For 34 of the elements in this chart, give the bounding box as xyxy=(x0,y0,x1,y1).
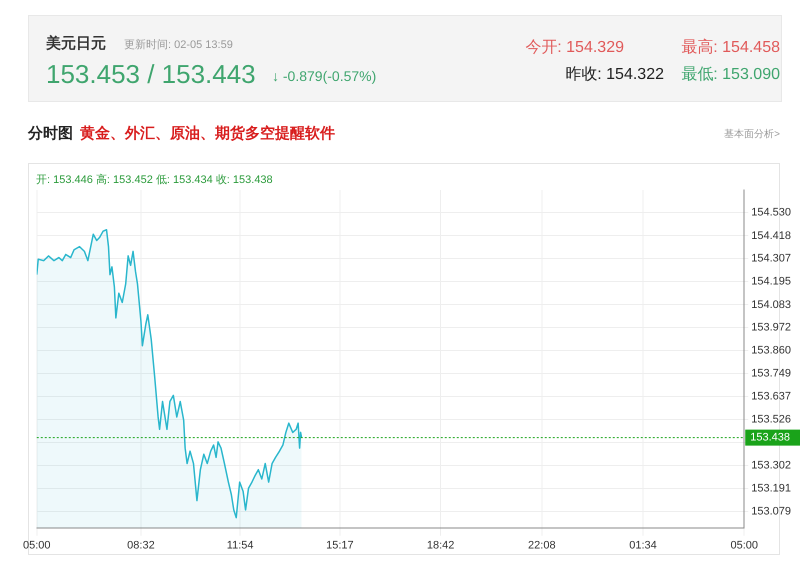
text: 分时图 xyxy=(28,124,73,143)
chart-subtitle: 更新时间: 02-05 13:59 xyxy=(124,38,233,52)
y-tick-label: 153.749 xyxy=(751,368,792,380)
y-tick-label: 153.860 xyxy=(751,344,792,357)
text: 153.453 / 153.443 xyxy=(46,59,256,90)
y-tick-label: 154.418 xyxy=(751,230,792,242)
text: ↓ -0.879(-0.57%) xyxy=(272,68,376,84)
text: 开: 153.446 高: 153.452 低: 153.434 收: 153.438 xyxy=(36,172,273,187)
y-tick-label: 153.526 xyxy=(751,413,792,426)
y-tick-label: 154.530 xyxy=(751,206,792,219)
y-tick-label: 153.302 xyxy=(751,460,792,472)
x-tick-label: 05:00 xyxy=(730,539,758,552)
x-tick-label: 22:08 xyxy=(528,539,556,552)
text: 今开: 154.329 xyxy=(525,38,624,58)
chart-title: 美元日元 xyxy=(46,34,106,53)
text: 黄金、外汇、原油、期货多空提醒软件 xyxy=(80,124,335,143)
ref-line-label: 153.438 xyxy=(750,432,790,444)
y-tick-label: 153.637 xyxy=(751,390,792,403)
y-tick-label: 153.191 xyxy=(751,482,792,494)
x-tick-label: 05:00 xyxy=(23,539,51,552)
y-tick-label: 154.195 xyxy=(751,276,792,288)
text: 昨收: 154.322 xyxy=(565,65,664,85)
x-tick-label: 15:17 xyxy=(326,539,354,552)
y-tick-label: 154.083 xyxy=(751,298,792,311)
x-tick-label: 18:42 xyxy=(426,539,454,552)
text: 最高: 154.458 xyxy=(681,38,780,58)
y-tick-label: 153.079 xyxy=(751,506,792,518)
y-tick-label: 153.972 xyxy=(751,322,792,334)
x-tick-label: 11:54 xyxy=(226,539,254,552)
y-tick-label: 154.307 xyxy=(751,252,792,265)
x-tick-label: 01:34 xyxy=(629,539,657,552)
x-tick-label: 08:32 xyxy=(127,539,155,552)
text: 基本面分析> xyxy=(724,128,780,141)
text: 最低: 153.090 xyxy=(681,65,780,85)
